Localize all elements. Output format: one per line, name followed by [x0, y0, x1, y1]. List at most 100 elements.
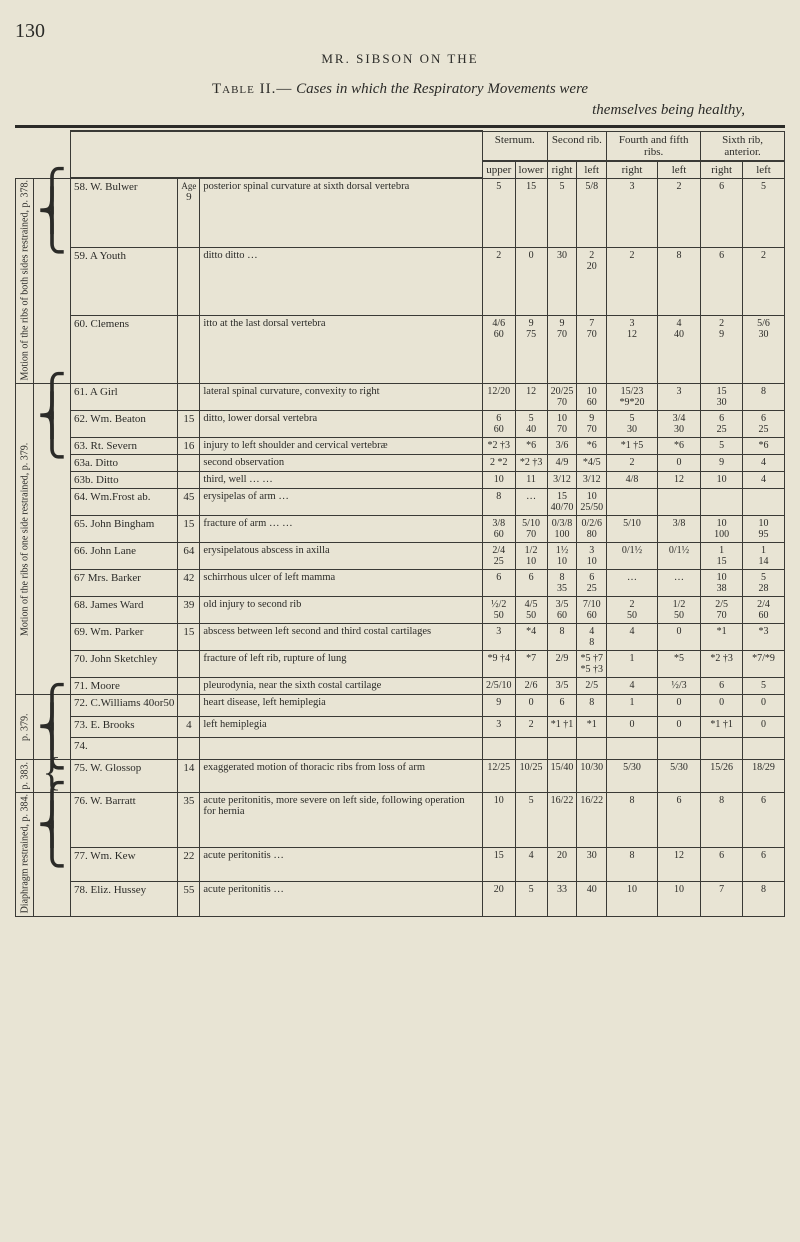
case-name: 60. Clemens	[71, 315, 178, 383]
table-row: 63a. Dittosecond observation2 *2*2 †34/9…	[16, 455, 785, 472]
value-cell: 0	[743, 716, 785, 738]
value-cell: 30	[577, 847, 607, 882]
value-cell: 4/9	[547, 455, 577, 472]
value-cell: 8	[743, 384, 785, 411]
value-cell: 0	[657, 624, 700, 651]
table-row: 70. John Sketchleyfracture of left rib, …	[16, 651, 785, 678]
value-cell: *7	[515, 651, 547, 678]
table-row: 63b. Dittothird, well … …10113/123/124/8…	[16, 472, 785, 489]
value-cell: 2	[482, 247, 515, 315]
value-cell: *2 †3	[701, 651, 743, 678]
case-name: 67 Mrs. Barker	[71, 570, 178, 597]
value-cell: 3/12	[577, 472, 607, 489]
case-name: 62. Wm. Beaton	[71, 411, 178, 438]
table-row: p. 383.{75. W. Glossop14exaggerated moti…	[16, 760, 785, 793]
value-cell: *6	[657, 438, 700, 455]
value-cell: 5/1070	[515, 516, 547, 543]
value-cell: 4/660	[482, 315, 515, 383]
value-cell: 7/1060	[577, 597, 607, 624]
value-cell: *1	[701, 624, 743, 651]
value-cell: 5/630	[743, 315, 785, 383]
value-cell: *5 †7*5 †3	[577, 651, 607, 678]
value-cell: 9	[701, 455, 743, 472]
value-cell	[701, 738, 743, 760]
age	[178, 247, 200, 315]
value-cell: *4	[515, 624, 547, 651]
value-cell: 310	[577, 543, 607, 570]
value-cell: 12	[657, 472, 700, 489]
table-row: 78. Eliz. Hussey55acute peritonitis …205…	[16, 882, 785, 917]
case-name: 72. C.Williams 40or50	[71, 695, 178, 717]
age	[178, 695, 200, 717]
value-cell: 15/23*9*20	[607, 384, 658, 411]
age: 39	[178, 597, 200, 624]
value-cell: 12/20	[482, 384, 515, 411]
value-cell: 1540/70	[547, 489, 577, 516]
col-left-3: left	[743, 161, 785, 179]
value-cell: 16/22	[547, 792, 577, 847]
col-right-2: right	[607, 161, 658, 179]
col-left-1: left	[577, 161, 607, 179]
value-cell: …	[657, 570, 700, 597]
value-cell: 1060	[577, 384, 607, 411]
page-number: 130	[15, 20, 785, 43]
value-cell: 2 *2	[482, 455, 515, 472]
description: fracture of left rib, rupture of lung	[200, 651, 483, 678]
value-cell: 8	[577, 695, 607, 717]
value-cell: 0/1½	[607, 543, 658, 570]
value-cell: 20	[482, 882, 515, 917]
value-cell: 5/10	[607, 516, 658, 543]
value-cell: 5	[743, 178, 785, 247]
value-cell	[547, 738, 577, 760]
table-row: 68. James Ward39old injury to second rib…	[16, 597, 785, 624]
value-cell: 2	[657, 178, 700, 247]
description: second observation	[200, 455, 483, 472]
case-name: 59. A Youth	[71, 247, 178, 315]
value-cell: 970	[577, 411, 607, 438]
description: fracture of arm … …	[200, 516, 483, 543]
col-lower: lower	[515, 161, 547, 179]
description	[200, 738, 483, 760]
description: old injury to second rib	[200, 597, 483, 624]
value-cell: 15/40	[547, 760, 577, 793]
value-cell: 6	[515, 570, 547, 597]
table-row: 60. Clemensitto at the last dorsal verte…	[16, 315, 785, 383]
value-cell: *7/*9	[743, 651, 785, 678]
value-cell: 2/5/10	[482, 678, 515, 695]
table-row: 71. Moorepleurodynia, near the sixth cos…	[16, 678, 785, 695]
value-cell: 0	[515, 247, 547, 315]
table-row: 67 Mrs. Barker42schirrhous ulcer of left…	[16, 570, 785, 597]
value-cell: 6	[482, 570, 515, 597]
value-cell: 835	[547, 570, 577, 597]
value-cell: 6	[743, 847, 785, 882]
group-label: Motion of the ribs of both sides restrai…	[16, 178, 34, 384]
value-cell: 1½10	[547, 543, 577, 570]
value-cell: 3	[482, 624, 515, 651]
value-cell: 29	[701, 315, 743, 383]
value-cell	[607, 738, 658, 760]
value-cell: 115	[701, 543, 743, 570]
value-cell: 11	[515, 472, 547, 489]
value-cell: 975	[515, 315, 547, 383]
case-name: 73. E. Brooks	[71, 716, 178, 738]
value-cell: 2	[743, 247, 785, 315]
value-cell: 6	[701, 247, 743, 315]
value-cell: 10100	[701, 516, 743, 543]
value-cell: 0/2/680	[577, 516, 607, 543]
value-cell: 250	[607, 597, 658, 624]
case-name: 75. W. Glossop	[71, 760, 178, 793]
case-name: 61. A Girl	[71, 384, 178, 411]
table-subtitle: themselves being healthy,	[15, 102, 745, 119]
value-cell: 3	[607, 178, 658, 247]
value-cell: 3/430	[657, 411, 700, 438]
table-title: Table II.— Cases in which the Respirator…	[15, 81, 785, 98]
value-cell: 15	[515, 178, 547, 247]
value-cell: 625	[577, 570, 607, 597]
col-sternum: Sternum.	[482, 131, 547, 161]
case-name: 63a. Ditto	[71, 455, 178, 472]
value-cell: 16/22	[577, 792, 607, 847]
value-cell: 8	[482, 489, 515, 516]
value-cell: 5/30	[607, 760, 658, 793]
value-cell: *1 †5	[607, 438, 658, 455]
description: acute peritonitis …	[200, 882, 483, 917]
